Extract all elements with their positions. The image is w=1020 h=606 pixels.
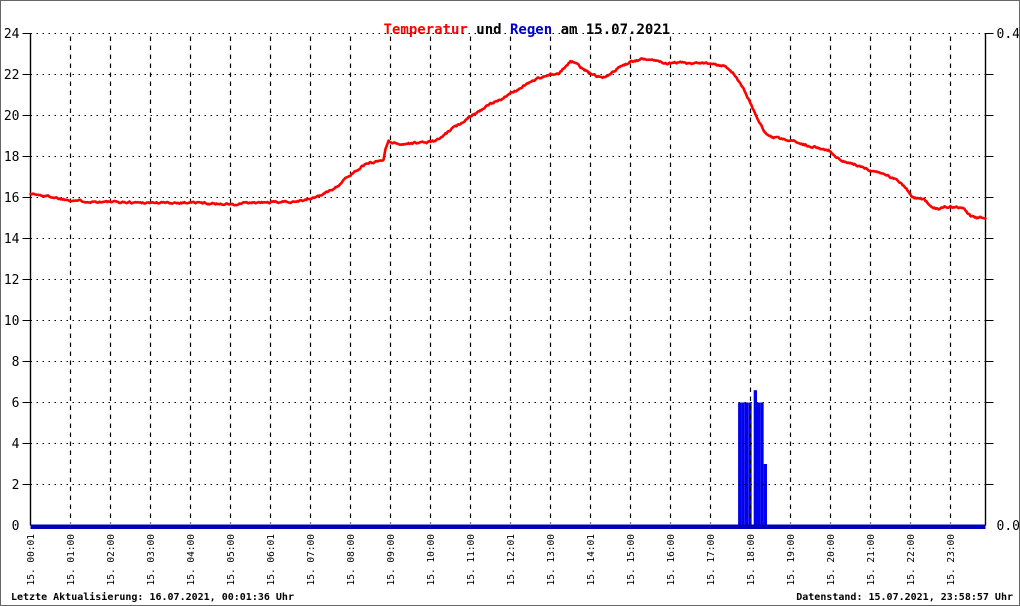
y-left-label: 4 [12, 437, 20, 452]
x-tick-label: 15. 08:00 [346, 534, 357, 586]
x-tick-label: 15. 03:00 [146, 534, 157, 586]
rain-bar [738, 402, 742, 526]
x-tick-label: 15. 22:00 [906, 534, 917, 586]
data-timestamp-text: Datenstand: 15.07.2021, 23:58:57 Uhr [796, 592, 1013, 603]
x-tick-label: 15. 14:01 [586, 534, 597, 586]
y-left-label: 16 [4, 191, 20, 206]
x-tick-label: 15. 13:00 [546, 534, 557, 586]
title-und: und [467, 22, 510, 38]
rain-bar [757, 402, 761, 526]
y-left-label: 18 [4, 150, 20, 165]
rain-baseline [30, 524, 986, 529]
y-left-label: 10 [4, 314, 20, 329]
x-tick-label: 15. 06:01 [266, 534, 277, 586]
y-left-label: 8 [12, 355, 20, 370]
y-right-label: 0.0 [997, 519, 1020, 534]
x-tick-label: 15. 02:00 [106, 534, 117, 586]
x-tick-label: 15. 09:00 [386, 534, 397, 586]
x-tick-label: 15. 18:00 [746, 534, 757, 586]
x-tick-label: 15. 23:00 [946, 534, 957, 586]
x-tick-label: 15. 07:00 [306, 534, 317, 586]
x-tick-label: 15. 10:00 [426, 534, 437, 586]
rain-bar [741, 402, 745, 526]
temperature-line [29, 57, 987, 220]
y-left-label: 14 [4, 232, 20, 247]
y-left-label: 20 [4, 109, 20, 124]
x-tick-label: 15. 17:00 [706, 534, 717, 586]
title-temperatur: Temperatur [383, 22, 468, 38]
y-left-label: 12 [4, 273, 20, 288]
rain-bar [760, 402, 764, 526]
y-left-label: 0 [12, 519, 20, 534]
last-update-text: Letzte Aktualisierung: 16.07.2021, 00:01… [11, 592, 294, 603]
y-left-label: 2 [12, 478, 20, 493]
rain-bar [763, 464, 767, 526]
x-tick-label: 15. 11:00 [466, 534, 477, 586]
x-tick-label: 15. 19:00 [786, 534, 797, 586]
rain-bar [744, 402, 749, 526]
x-tick-label: 15. 04:00 [186, 534, 197, 586]
x-tick-label: 15. 05:00 [226, 534, 237, 586]
x-tick-label: 15. 15:00 [626, 534, 637, 586]
x-tick-label: 15. 01:00 [66, 534, 77, 586]
y-right-label: 0.4 [997, 27, 1020, 42]
y-left-label: 24 [4, 27, 20, 42]
x-tick-label: 15. 21:00 [866, 534, 877, 586]
x-tick-label: 15. 12:01 [506, 534, 517, 586]
x-tick-label: 15. 20:00 [826, 534, 837, 586]
x-tick-label: 15. 00:01 [26, 534, 37, 586]
x-tick-label: 15. 16:00 [666, 534, 677, 586]
y-left-label: 6 [12, 396, 20, 411]
rain-bar [753, 390, 758, 526]
y-left-label: 22 [4, 68, 20, 83]
